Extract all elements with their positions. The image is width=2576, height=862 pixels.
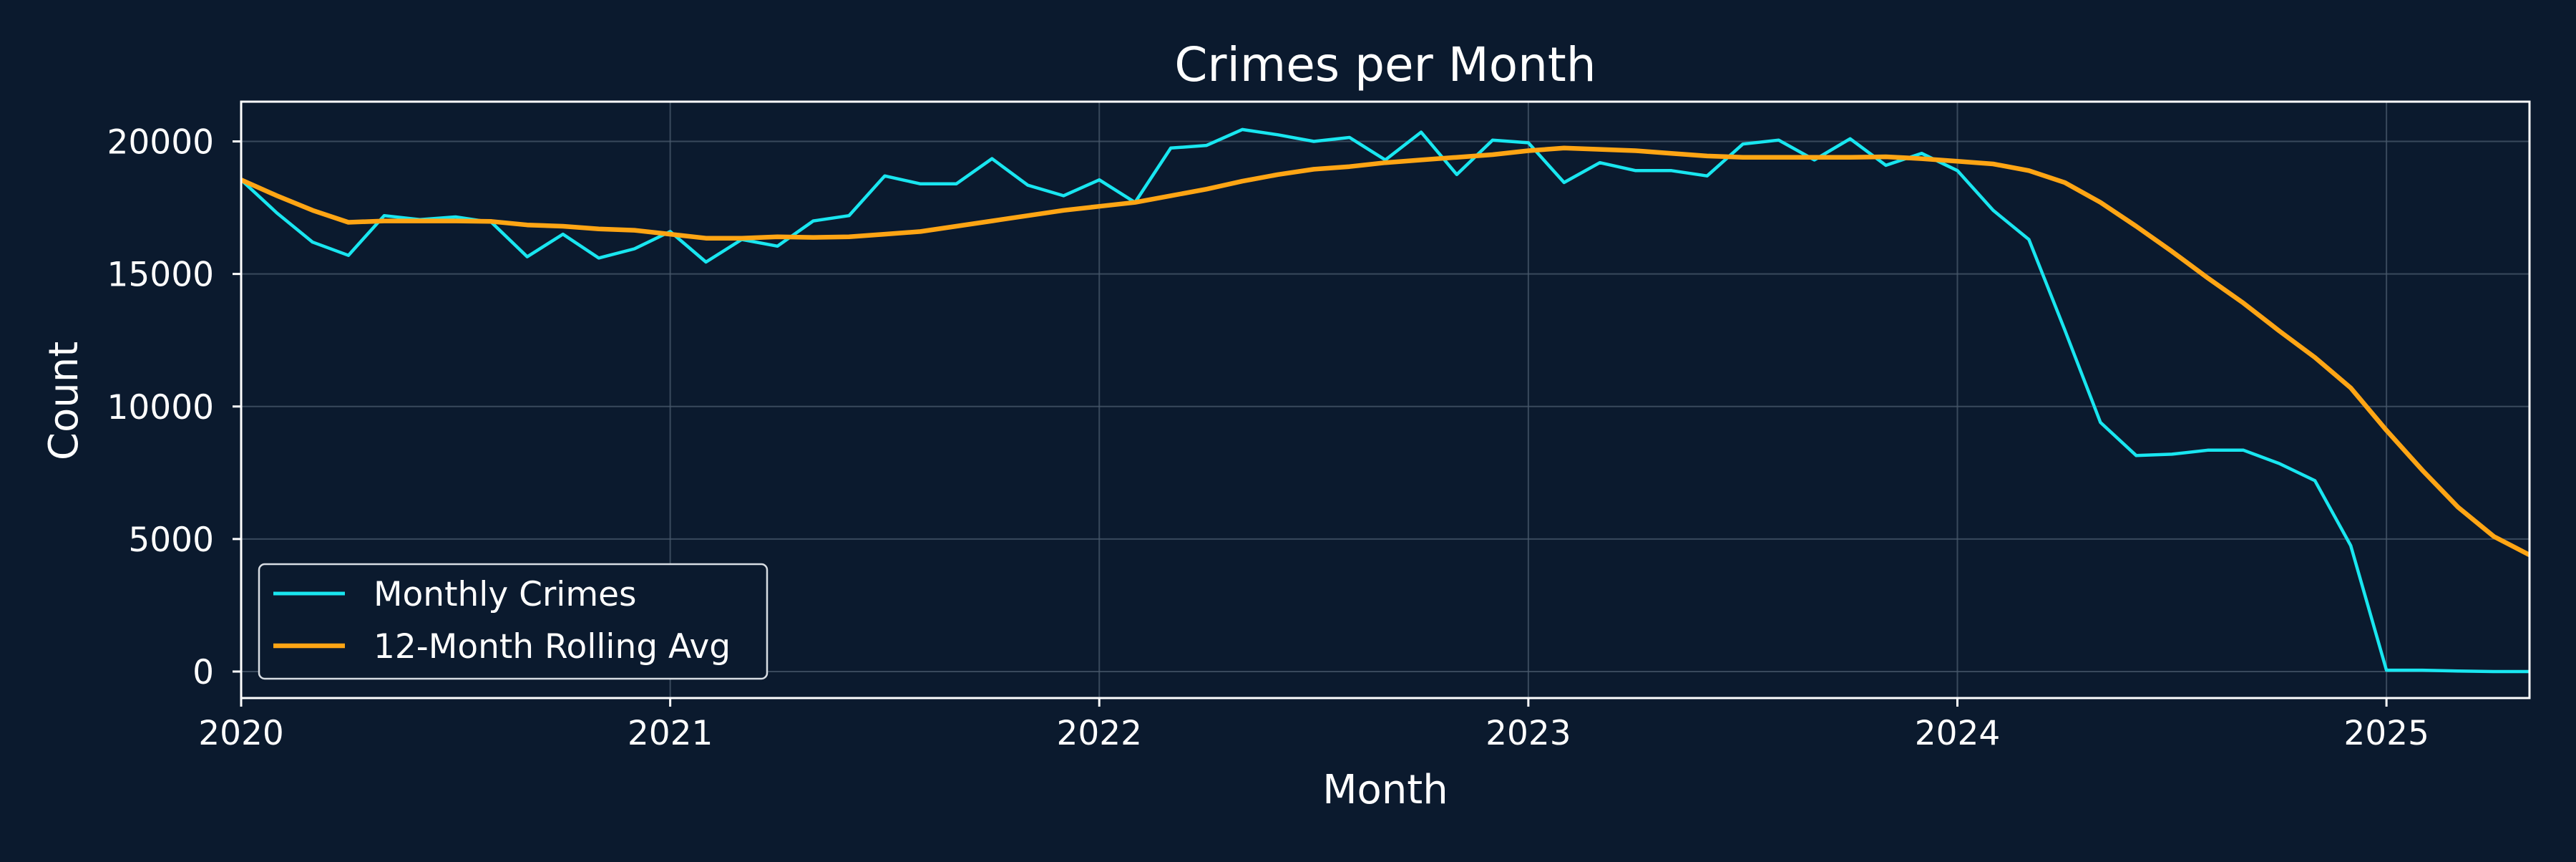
x-axis: 2020 2021 2022 2023 2024 2025 bbox=[198, 698, 2429, 753]
y-tick-label: 5000 bbox=[128, 520, 214, 560]
x-tick-label: 2024 bbox=[1915, 714, 2001, 753]
y-tick-label: 10000 bbox=[107, 388, 214, 427]
series-line-rolling-avg bbox=[241, 145, 2529, 558]
legend-box bbox=[258, 563, 769, 680]
y-tick-label: 15000 bbox=[107, 256, 214, 295]
x-tick-label: 2025 bbox=[2343, 714, 2429, 753]
y-tick-label: 20000 bbox=[107, 123, 214, 163]
y-axis-title: Count bbox=[41, 342, 87, 460]
x-axis-title: Month bbox=[1322, 767, 1448, 813]
series-lines bbox=[241, 127, 2529, 674]
legend: Monthly Crimes 12-Month Rolling Avg bbox=[258, 563, 769, 680]
legend-label-rolling-avg: 12-Month Rolling Avg bbox=[374, 627, 731, 667]
y-axis: 0 5000 10000 15000 20000 bbox=[107, 123, 241, 692]
plot-frame bbox=[240, 100, 2531, 699]
x-tick-label: 2023 bbox=[1485, 714, 1571, 753]
x-tick-label: 2022 bbox=[1056, 714, 1142, 753]
y-tick-label: 0 bbox=[192, 653, 214, 692]
legend-label-monthly-crimes: Monthly Crimes bbox=[374, 575, 637, 614]
chart-title: Crimes per Month bbox=[1174, 37, 1596, 92]
series-line-monthly-crimes bbox=[241, 127, 2529, 674]
x-tick-label: 2021 bbox=[628, 714, 713, 753]
x-tick-label: 2020 bbox=[198, 714, 284, 753]
